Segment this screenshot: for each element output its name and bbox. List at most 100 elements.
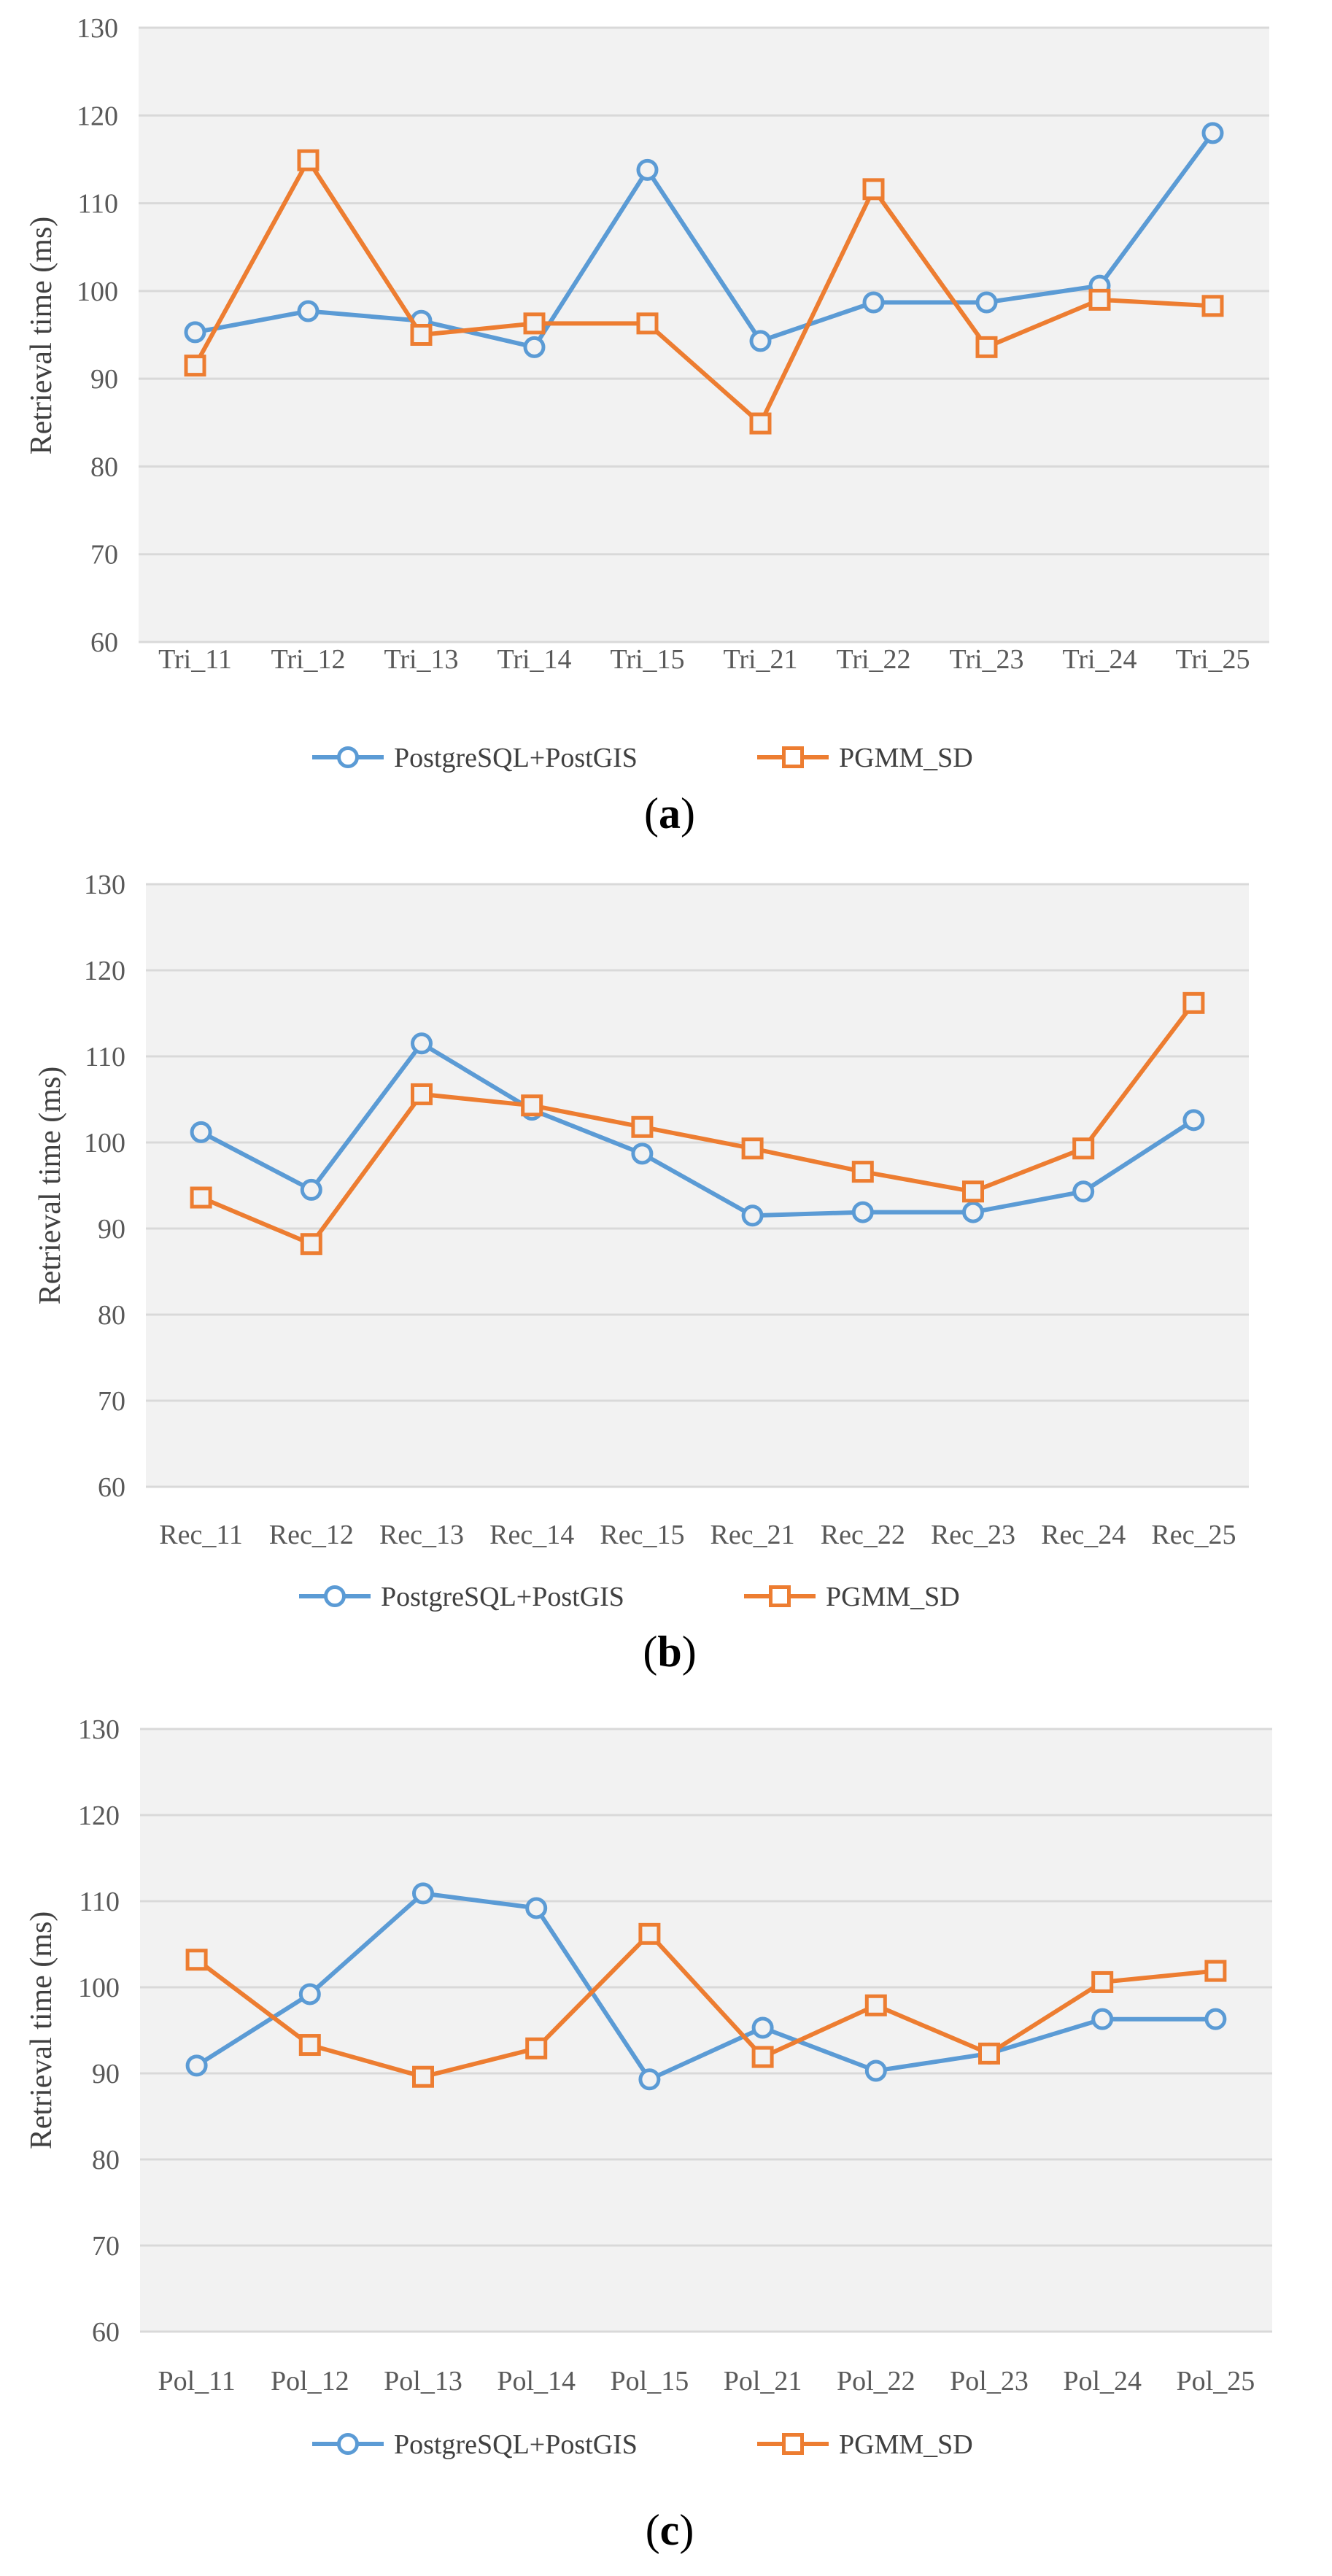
data-point: [962, 1201, 984, 1223]
data-point: [1204, 1960, 1227, 1982]
data-point: [525, 1897, 548, 1919]
data-point: [523, 312, 546, 335]
y-tick-label: 110: [77, 189, 118, 220]
chart-a: 60 70 80 90 100 110 120 130 Retrieval time (ms) T…: [25, 13, 1269, 838]
data-point: [411, 1083, 433, 1105]
x-tick-label: Pol_11: [158, 2366, 235, 2397]
data-point: [298, 2034, 321, 2057]
x-tick-label: Rec_11: [159, 1520, 243, 1550]
plot-area: [139, 28, 1269, 642]
data-point: [1072, 1180, 1095, 1203]
y-tick-label: 70: [92, 2231, 120, 2262]
data-point: [1182, 991, 1205, 1014]
data-point: [864, 2059, 887, 2082]
subfigure-caption: (a): [644, 789, 695, 838]
data-point: [1201, 122, 1224, 144]
x-tick-label: Tri_25: [1175, 644, 1250, 675]
y-tick-label: 100: [78, 1973, 120, 2003]
x-tick-label: Rec_15: [600, 1520, 684, 1550]
data-point: [975, 291, 998, 314]
data-point: [297, 300, 320, 322]
data-point: [190, 1186, 212, 1209]
y-tick-label: 100: [77, 276, 118, 307]
y-tick-label: 90: [98, 1214, 125, 1245]
legend: PostgreSQL+PostGIS PGMM_SD: [299, 1582, 960, 1612]
y-tick-label: 120: [78, 1801, 120, 1831]
data-point: [851, 1161, 874, 1183]
y-tick-label: 110: [79, 1887, 120, 1917]
legend: PostgreSQL+PostGIS PGMM_SD: [312, 743, 973, 773]
x-tick-label: Rec_21: [710, 1520, 795, 1550]
data-point: [297, 149, 320, 171]
data-point: [749, 412, 772, 435]
subfigure-letter: a: [659, 789, 681, 838]
subfigure-letter: c: [660, 2506, 680, 2554]
data-point: [751, 2046, 774, 2068]
data-point: [185, 2054, 208, 2077]
data-point: [521, 1094, 543, 1117]
data-point: [851, 1201, 874, 1223]
legend-label: PostgreSQL+PostGIS: [394, 743, 638, 773]
legend-marker: [769, 1585, 791, 1607]
data-point: [185, 1949, 208, 1971]
series-line-2: [195, 1931, 1216, 2079]
y-tick-label: 80: [90, 452, 118, 482]
data-point: [751, 2016, 774, 2039]
legend-label: PGMM_SD: [839, 2429, 973, 2460]
data-point: [1201, 295, 1224, 317]
y-tick-label: 130: [84, 870, 125, 900]
legend-marker: [782, 2433, 804, 2455]
x-tick-label: Rec_23: [931, 1520, 1015, 1550]
data-point: [412, 1882, 434, 1905]
y-tick-label: 90: [90, 364, 118, 395]
y-tick-label: 120: [84, 956, 125, 986]
legend-label: PGMM_SD: [839, 743, 973, 773]
data-point: [1182, 1109, 1205, 1132]
x-tick-label: Pol_23: [950, 2366, 1029, 2397]
data-point: [411, 1032, 433, 1055]
y-axis-label: Retrieval time (ms): [34, 1067, 67, 1305]
legend: PostgreSQL+PostGIS PGMM_SD: [312, 2429, 973, 2460]
legend-marker: [337, 746, 359, 768]
data-point: [1091, 1970, 1114, 1993]
chart-b: 60 70 80 90 100 110 120 130 Retrieval time (ms) R…: [34, 870, 1249, 1676]
x-tick-label: Tri_12: [271, 644, 345, 675]
x-tick-label: Rec_12: [269, 1520, 354, 1550]
legend-marker: [782, 746, 804, 768]
x-tick-label: Rec_25: [1151, 1520, 1236, 1550]
x-tick-label: Pol_13: [384, 2366, 462, 2397]
legend-marker: [324, 1585, 346, 1607]
x-tick-label: Pol_14: [497, 2366, 576, 2397]
data-point: [862, 291, 885, 314]
data-point: [741, 1204, 764, 1227]
plot-area: [140, 1729, 1272, 2332]
y-tick-label: 70: [90, 540, 118, 570]
legend-label: PostgreSQL+PostGIS: [381, 1582, 624, 1612]
data-point: [1088, 288, 1111, 311]
data-point: [1072, 1137, 1095, 1160]
x-tick-label: Tri_21: [723, 644, 797, 675]
data-point: [978, 2042, 1000, 2065]
data-point: [862, 178, 885, 201]
chart-c: 60 70 80 90 100 110 120 130 Retrieval time (ms) P…: [25, 1714, 1272, 2554]
x-tick-label: Tri_23: [949, 644, 1023, 675]
y-tick-label: 120: [77, 101, 118, 131]
data-point: [1091, 2008, 1114, 2030]
legend-label: PGMM_SD: [826, 1582, 960, 1612]
x-tick-label: Tri_11: [158, 644, 232, 675]
data-point: [638, 2068, 661, 2091]
data-point: [631, 1142, 654, 1165]
x-tick-label: Pol_22: [837, 2366, 915, 2397]
data-point: [410, 324, 433, 346]
y-tick-label: 80: [92, 2145, 120, 2175]
x-tick-label: Pol_21: [724, 2366, 802, 2397]
x-tick-label: Tri_13: [384, 644, 458, 675]
x-tick-label: Tri_15: [610, 644, 684, 675]
series-line-2: [193, 158, 1213, 426]
x-tick-label: Pol_12: [271, 2366, 349, 2397]
x-tick-label: Pol_24: [1063, 2366, 1142, 2397]
legend-label: PostgreSQL+PostGIS: [394, 2429, 638, 2460]
y-tick-label: 70: [98, 1386, 125, 1417]
x-tick-label: Tri_14: [497, 644, 571, 675]
